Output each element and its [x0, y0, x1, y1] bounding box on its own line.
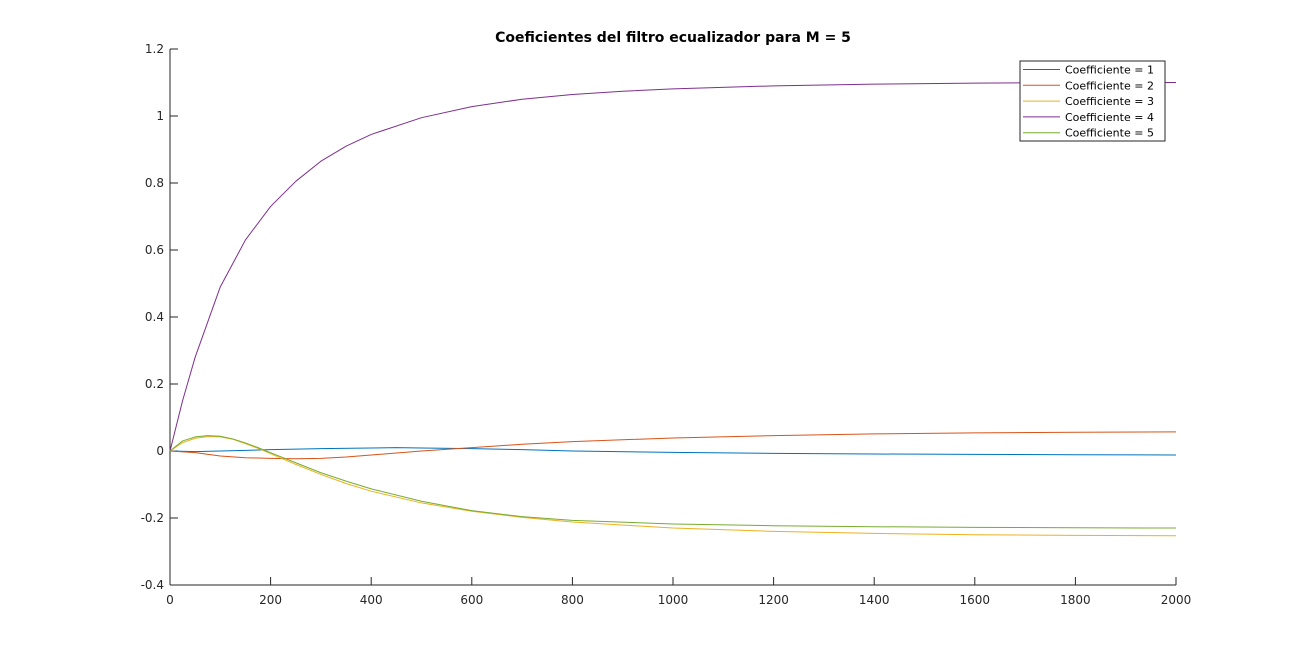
chart-title: Coeficientes del filtro ecualizador para… — [495, 30, 851, 46]
series-line-1 — [169, 447, 1177, 456]
series-line-3 — [169, 436, 1177, 537]
legend-label-2: Coefficiente = 2 — [1065, 79, 1154, 92]
legend: Coefficiente = 1 Coefficiente = 2 Coeffici… — [1019, 60, 1166, 142]
y-tick-label: -0.2 — [141, 511, 164, 525]
legend-label-5: Coefficiente = 5 — [1065, 127, 1154, 140]
x-tick-label: 1600 — [960, 593, 991, 607]
x-tick-label: 0 — [166, 593, 174, 607]
y-tick-label: 0.6 — [145, 243, 164, 257]
x-tick-label: 1000 — [658, 593, 689, 607]
x-tick-label: 600 — [460, 593, 483, 607]
y-tick-label: -0.4 — [141, 578, 164, 592]
y-tick-label: 0 — [156, 444, 164, 458]
x-tick-label: 800 — [561, 593, 584, 607]
x-tick-label: 2000 — [1161, 593, 1192, 607]
x-tick-label: 200 — [259, 593, 282, 607]
y-tick-label: 0.4 — [145, 310, 164, 324]
y-tick-label: 1.2 — [145, 42, 164, 56]
series-line-4 — [169, 82, 1176, 452]
legend-label-1: Coefficiente = 1 — [1065, 64, 1154, 77]
axes: 0 200 400 600 800 1000 1200 1400 1600 1800 2000 -0.… — [141, 42, 1192, 607]
series-line-5 — [169, 435, 1177, 529]
y-tick-label: 1 — [156, 109, 164, 123]
series-line-2 — [169, 431, 1177, 460]
x-tick-label: 1800 — [1060, 593, 1091, 607]
legend-label-4: Coefficiente = 4 — [1065, 111, 1154, 124]
x-tick-label: 400 — [360, 593, 383, 607]
x-tick-label: 1400 — [859, 593, 890, 607]
x-tick-label: 1200 — [758, 593, 789, 607]
y-tick-label: 0.2 — [145, 377, 164, 391]
y-tick-label: 0.8 — [145, 176, 164, 190]
series-layer — [169, 82, 1177, 537]
legend-label-3: Coefficiente = 3 — [1065, 95, 1154, 108]
